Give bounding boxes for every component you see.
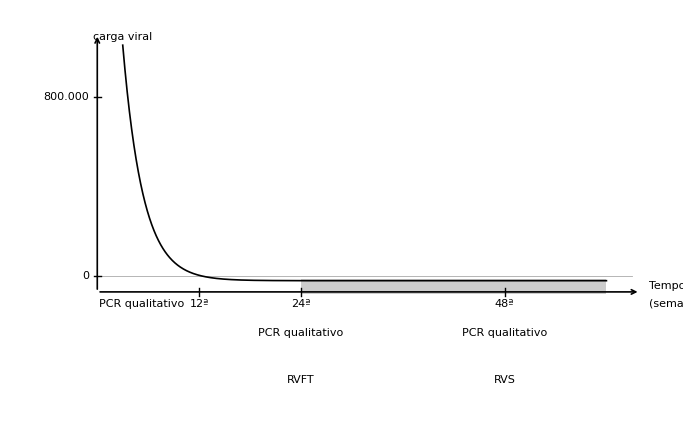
Text: 12ª: 12ª [189, 298, 209, 309]
Text: 800.000: 800.000 [43, 92, 89, 102]
Text: (semanas): (semanas) [649, 298, 683, 309]
Text: PCR qualitativo: PCR qualitativo [99, 298, 184, 309]
Text: PCR qualitativo: PCR qualitativo [258, 328, 344, 338]
Text: RVFT: RVFT [287, 375, 315, 385]
Text: 0: 0 [82, 271, 89, 281]
Text: RVS: RVS [494, 375, 516, 385]
Text: 48ª: 48ª [495, 298, 514, 309]
Text: 24ª: 24ª [291, 298, 311, 309]
Text: Tempo: Tempo [649, 281, 683, 291]
Text: carga viral: carga viral [93, 32, 152, 42]
Bar [301, 279, 607, 294]
Text: PCR qualitativo: PCR qualitativo [462, 328, 547, 338]
